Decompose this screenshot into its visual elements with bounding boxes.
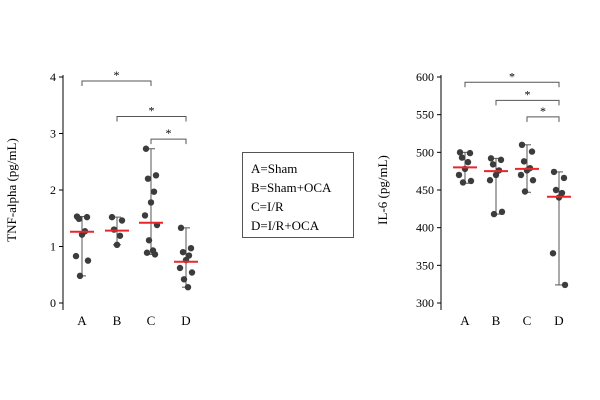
tnf-y-axis-label: TNF-alpha (pg/mL)	[4, 138, 19, 242]
il6-y-tick-label: 350	[416, 258, 434, 272]
il6-data-point	[456, 149, 464, 156]
il6-data-point	[455, 171, 463, 179]
tnf-data-point	[144, 175, 152, 182]
legend-item-c: C=I/R	[251, 199, 284, 214]
il6-x-tick-label: C	[523, 313, 532, 328]
il6-x-tick-label: D	[554, 313, 563, 328]
il6-data-point	[520, 158, 528, 165]
il6-significance-label: *	[509, 69, 515, 83]
il6-significance-bracket	[526, 116, 560, 122]
tnf-data-point	[108, 213, 116, 221]
il6-data-point	[466, 149, 474, 157]
il6-panel: 300 350 400 450 500 550 600 IL-6 (pg/mL) A B C D * * *	[375, 69, 571, 328]
legend-item-d: D=I/R+OCA	[251, 218, 320, 233]
il6-y-tick-label: 300	[416, 296, 434, 310]
il6-data-point	[487, 155, 495, 162]
il6-x-tick-label: A	[460, 313, 470, 328]
tnf-x-tick-label: B	[113, 313, 122, 328]
tnf-data-point	[76, 272, 84, 280]
il6-significance-bracket	[495, 99, 560, 106]
legend: A=Sham B=Sham+OCA C=I/R D=I/R+OCA	[242, 152, 354, 238]
tnf-data-point	[83, 213, 91, 221]
tnf-data-point	[116, 232, 124, 239]
il6-data-point	[492, 171, 500, 179]
tnf-data-point	[180, 276, 188, 283]
il6-y-tick-label: 600	[416, 70, 434, 84]
il6-data-point	[549, 250, 557, 257]
tnf-data-point	[176, 264, 184, 272]
il6-data-point	[459, 179, 467, 186]
il6-data-point	[464, 158, 472, 166]
tnf-data-point	[113, 241, 121, 249]
il6-data-point	[518, 141, 526, 148]
il6-x-tick-label: B	[492, 313, 501, 328]
tnf-y-tick-label: 0	[50, 296, 56, 310]
il6-data-point	[486, 177, 494, 184]
tnf-data-point	[147, 199, 155, 206]
legend-item-a: A=Sham	[251, 161, 298, 176]
tnf-data-point	[179, 248, 187, 256]
tnf-data-point	[184, 283, 192, 291]
il6-significance-bracket	[464, 81, 560, 88]
tnf-significance-label: *	[149, 104, 155, 118]
il6-data-point	[550, 168, 558, 176]
legend-item-b: B=Sham+OCA	[251, 180, 332, 195]
tnf-data-point	[78, 231, 86, 238]
il6-data-point	[497, 156, 505, 164]
il6-data-point	[528, 148, 536, 155]
tnf-significance-label: *	[166, 126, 172, 140]
il6-data-point	[552, 186, 560, 194]
il6-y-tick-label: 500	[416, 145, 434, 159]
tnf-data-point	[150, 188, 158, 195]
il6-data-point	[490, 210, 498, 218]
tnf-data-point	[185, 252, 193, 259]
tnf-data-point	[145, 237, 153, 244]
tnf-data-point	[143, 249, 151, 256]
il6-data-point	[521, 188, 529, 195]
tnf-significance-bracket	[150, 138, 187, 145]
tnf-x-tick-label: C	[147, 313, 156, 328]
il6-data-point	[561, 281, 569, 289]
tnf-data-point	[177, 224, 185, 232]
tnf-data-point	[75, 215, 83, 223]
il6-data-point	[467, 177, 475, 185]
tnf-data-point	[141, 212, 149, 219]
il6-significance-label: *	[540, 104, 546, 118]
tnf-data-point	[187, 244, 195, 252]
tnf-y-tick-label: 4	[50, 70, 56, 84]
il6-data-point	[560, 174, 568, 182]
tnf-significance-bracket	[81, 80, 152, 86]
tnf-y-tick-label: 2	[50, 183, 56, 197]
tnf-data-point	[110, 226, 118, 233]
il6-data-point	[458, 154, 466, 161]
il6-data-point	[498, 208, 506, 216]
il6-data-point	[489, 161, 497, 168]
tnf-data-point	[188, 269, 196, 276]
tnf-x-tick-label: A	[77, 313, 87, 328]
il6-data-point	[558, 189, 566, 197]
il6-y-axis-label: IL-6 (pg/mL)	[375, 155, 390, 225]
tnf-data-point	[118, 217, 126, 224]
il6-data-point	[529, 177, 537, 184]
tnf-significance-label: *	[114, 68, 120, 82]
tnf-data-point	[151, 251, 159, 258]
tnf-x-tick-label: D	[181, 313, 190, 328]
il6-significance-label: *	[525, 87, 531, 101]
tnf-data-point	[142, 145, 150, 152]
tnf-y-tick-label: 1	[50, 240, 56, 254]
il6-y-tick-label: 400	[416, 221, 434, 235]
tnf-data-point	[152, 172, 160, 179]
tnf-y-tick-label: 3	[50, 127, 56, 141]
tnf-significance-bracket	[116, 116, 187, 122]
tnf-alpha-panel: 0 1 2 3 4 TNF-alpha (pg/mL) A B C D * * *	[4, 68, 198, 328]
il6-y-tick-label: 550	[416, 108, 434, 122]
tnf-data-point	[72, 252, 80, 260]
il6-y-tick-label: 450	[416, 183, 434, 197]
tnf-data-point	[84, 257, 92, 264]
il6-data-point	[517, 171, 525, 179]
